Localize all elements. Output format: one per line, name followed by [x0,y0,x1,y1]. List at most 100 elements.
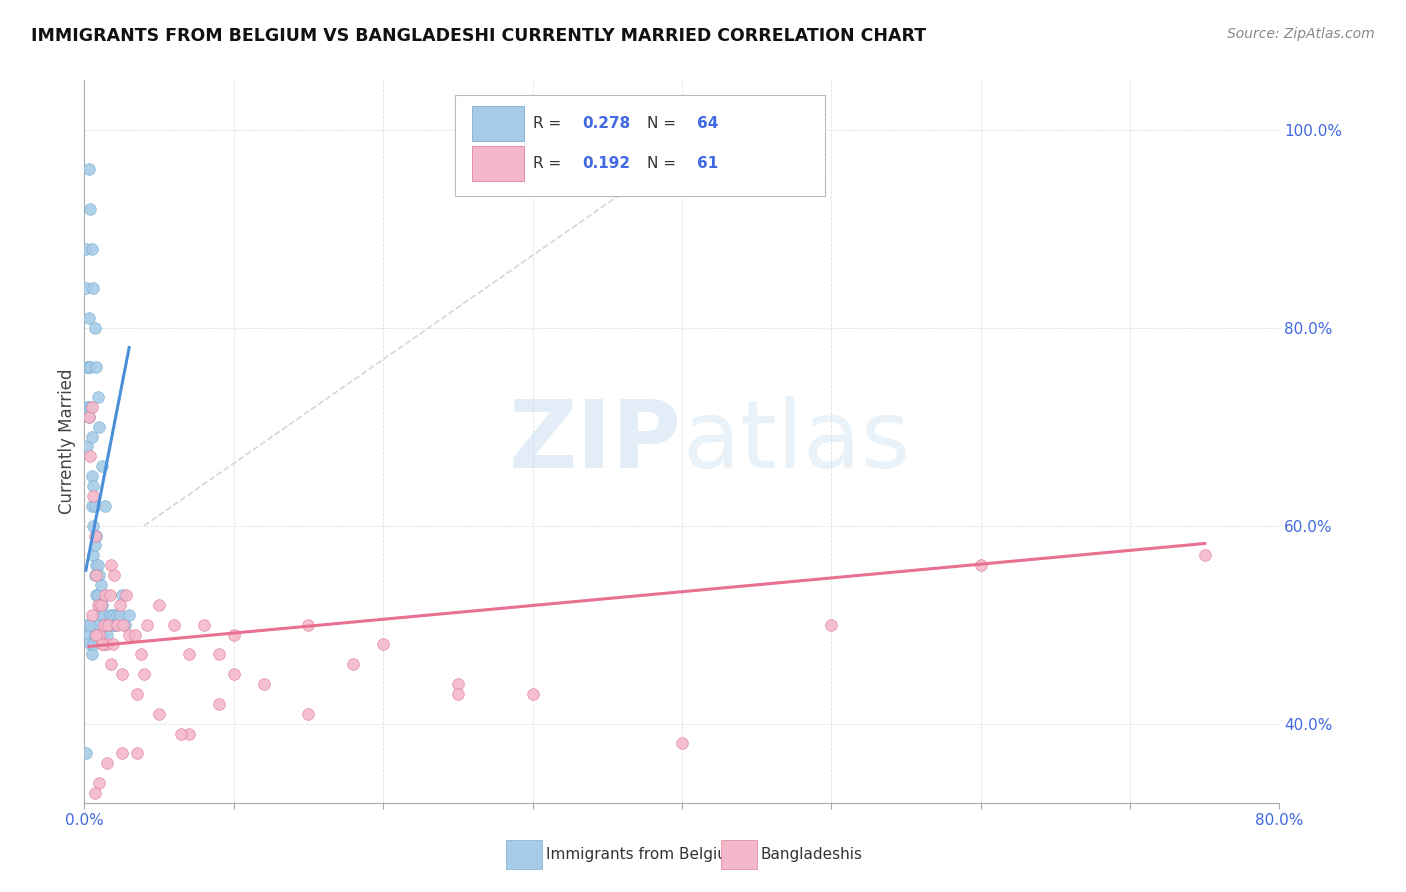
Point [79,617,101,632]
Point [970,558,993,573]
Point [101,607,124,622]
Point [82,518,104,533]
Point [83,320,105,334]
Point [79,400,101,414]
Point [90,578,112,592]
Point [148,706,170,721]
FancyBboxPatch shape [471,106,524,141]
FancyBboxPatch shape [471,146,524,181]
Point [96,637,118,651]
Point [96,627,118,641]
Point [112,617,135,632]
Point [522,687,544,701]
Point [100,558,122,573]
Point [82,479,104,493]
Point [75,281,97,295]
Point [103,568,125,582]
Point [80,607,103,622]
Point [193,617,215,632]
FancyBboxPatch shape [456,95,825,196]
Point [177,726,200,740]
Point [136,617,159,632]
Point [342,657,364,672]
Point [222,627,245,641]
Point [80,400,103,414]
Point [94,499,117,513]
Text: N =: N = [647,156,681,171]
Point [148,598,170,612]
Point [90,607,112,622]
Point [100,617,122,632]
Point [208,697,231,711]
Point [77,409,100,424]
Point [86,627,108,641]
Point [97,617,120,632]
Point [77,310,100,325]
Point [80,499,103,513]
Point [125,747,148,761]
Point [93,617,115,632]
Point [1194,549,1216,563]
Point [75,242,97,256]
Point [89,776,111,790]
Point [91,627,114,641]
Point [96,756,118,771]
Point [76,440,98,454]
Point [90,598,112,612]
Point [100,657,122,672]
Point [82,489,104,503]
Point [86,588,108,602]
Point [125,687,148,701]
Point [93,637,115,651]
Point [87,558,110,573]
Point [97,617,120,632]
Point [820,617,842,632]
Point [115,588,138,602]
Point [110,607,132,622]
Point [447,677,470,691]
Point [91,459,114,474]
Text: ZIP: ZIP [509,395,682,488]
Point [83,627,105,641]
Point [87,598,110,612]
Point [104,617,127,632]
Point [86,528,108,542]
Point [129,648,152,662]
Text: R =: R = [533,116,565,131]
Point [91,637,114,651]
Y-axis label: Currently Married: Currently Married [58,368,76,515]
Point [297,706,319,721]
Point [79,202,101,216]
Point [93,607,115,622]
Text: Bangladeshis: Bangladeshis [761,847,863,863]
Point [114,617,136,632]
Point [110,598,132,612]
Point [86,558,108,573]
Point [80,469,103,483]
Point [79,637,101,651]
Text: 61: 61 [697,156,718,171]
Point [76,617,98,632]
Point [124,627,146,641]
Point [111,667,134,681]
Point [83,499,105,513]
Point [101,637,124,651]
Point [77,360,100,375]
Point [79,450,101,464]
Point [111,747,134,761]
Point [86,568,108,582]
Point [89,419,111,434]
Point [253,677,276,691]
Text: R =: R = [533,156,565,171]
FancyBboxPatch shape [506,840,543,870]
Point [82,637,104,651]
Text: N =: N = [647,116,681,131]
Point [94,617,117,632]
Point [76,360,98,375]
Point [75,747,97,761]
Point [91,598,114,612]
Point [297,617,319,632]
Point [373,637,395,651]
Point [89,617,111,632]
Point [170,726,193,740]
